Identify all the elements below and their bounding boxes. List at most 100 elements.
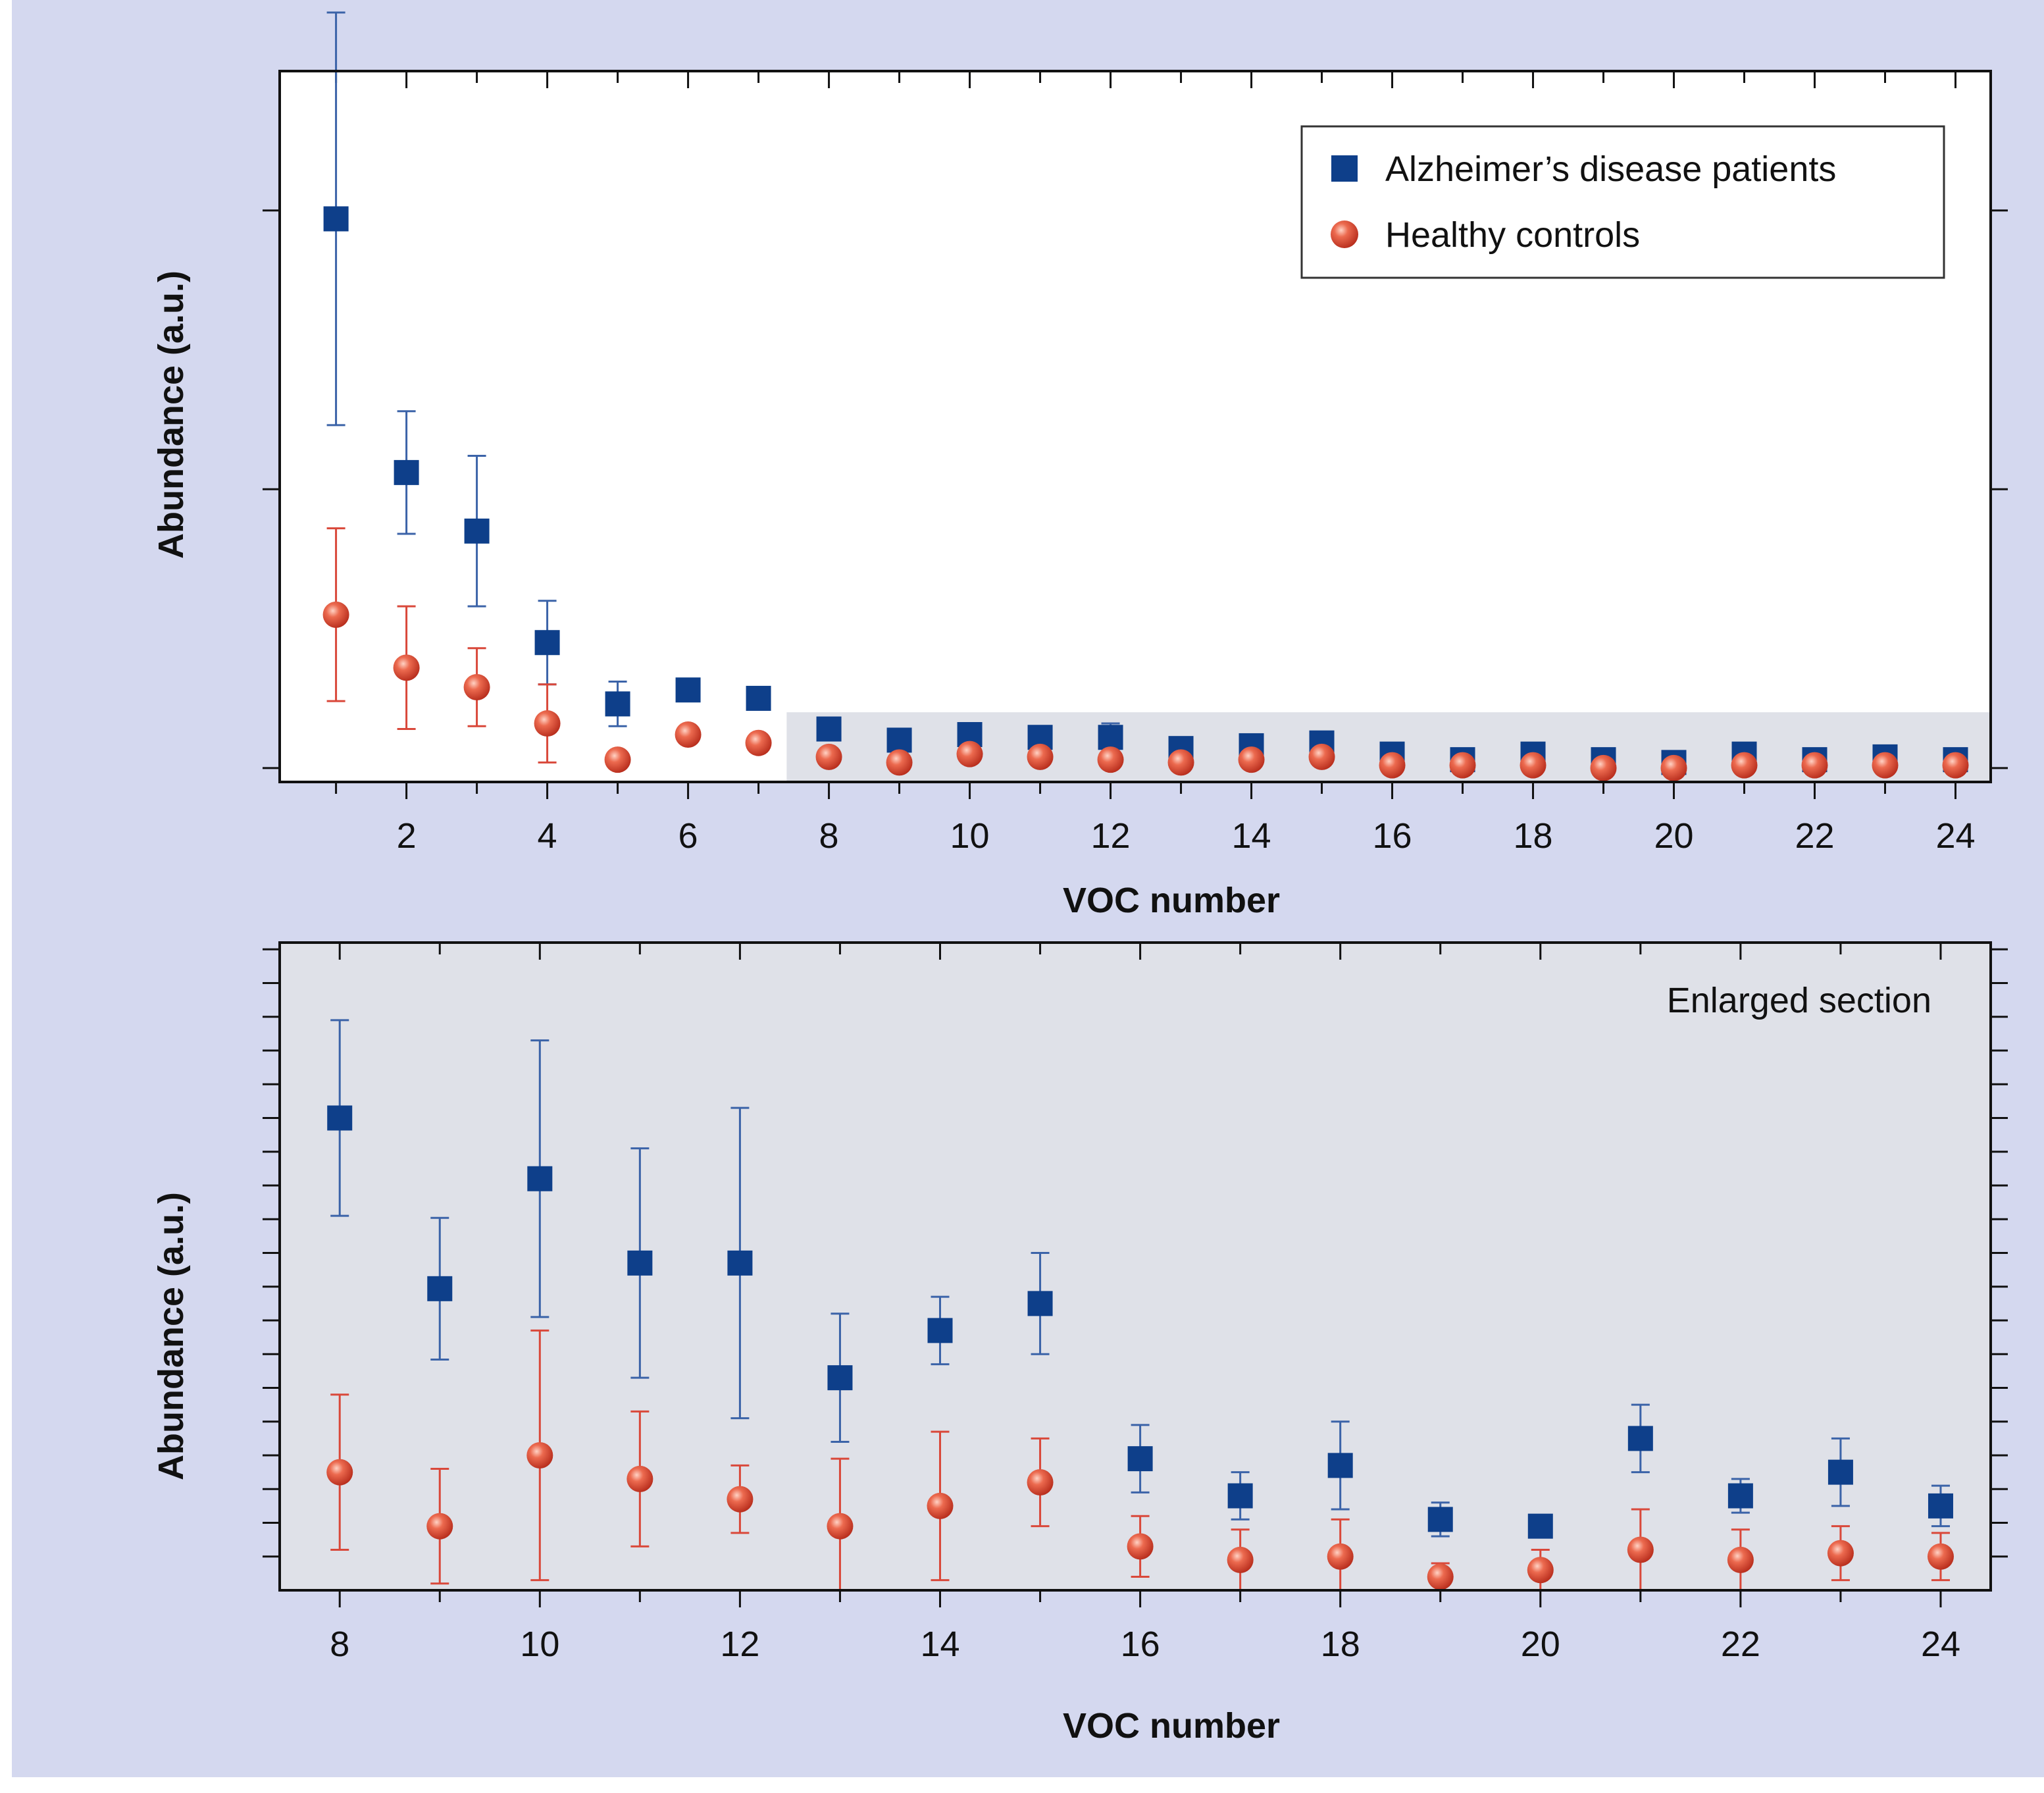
enlarged-section-annotation: Enlarged section (1667, 981, 1931, 1020)
x-tick-label: 8 (330, 1624, 349, 1664)
hc-data-point (1942, 752, 1969, 779)
x-tick-label: 12 (720, 1624, 759, 1664)
hc-data-point (745, 729, 772, 756)
ad-data-point (1227, 1483, 1253, 1509)
hc-data-point (1427, 1563, 1454, 1590)
x-tick-label: 10 (950, 816, 990, 856)
hc-data-point (1520, 752, 1546, 779)
top-plot-frame (278, 70, 1992, 783)
bottom-x-axis-label: VOC number (1063, 1706, 1280, 1746)
ad-data-point (1027, 1291, 1053, 1316)
bottom-y-ticks (263, 948, 2008, 1558)
bottom-markers (326, 1105, 1954, 1590)
x-tick-label: 16 (1372, 816, 1412, 856)
legend-ad-square-icon (1331, 155, 1358, 182)
hc-data-point (526, 1442, 553, 1468)
hc-data-point (463, 674, 490, 700)
bottom-plot-area (280, 943, 1991, 1590)
hc-data-point (426, 1513, 453, 1540)
bottom-y-axis-label: Abundance (a.u.) (151, 1192, 191, 1480)
hc-data-point (1449, 752, 1476, 779)
hc-data-point (956, 741, 983, 767)
ad-data-point (675, 677, 701, 703)
ad-data-point (605, 691, 630, 717)
hc-data-point (1527, 1557, 1554, 1584)
x-tick-label: 14 (1232, 816, 1271, 856)
hc-data-point (827, 1513, 854, 1540)
x-tick-label: 12 (1091, 816, 1131, 856)
ad-data-point (1527, 1513, 1553, 1539)
legend-hc-circle-icon (1331, 221, 1358, 248)
ad-data-point (727, 1250, 753, 1276)
x-tick-label: 18 (1513, 816, 1552, 856)
ad-data-point (427, 1276, 453, 1301)
x-tick-label: 14 (920, 1624, 959, 1664)
top-panel: 2 4 6 8 10 12 14 16 18 20 22 24 VOC number Abundanc… (151, 11, 2008, 920)
ad-data-point (1127, 1446, 1153, 1472)
hc-data-point (1872, 752, 1899, 779)
top-y-ticks (263, 209, 2008, 769)
hc-data-point (886, 749, 913, 776)
hc-data-point (727, 1486, 754, 1513)
legend-hc-label: Healthy controls (1385, 215, 1640, 255)
bottom-x-tick-labels: 8 10 12 14 16 18 20 22 24 (330, 1624, 1960, 1664)
hc-data-point (1027, 743, 1054, 770)
legend-ad-label: Alzheimer’s disease patients (1385, 149, 1836, 189)
ad-data-point (627, 1250, 653, 1276)
ad-data-point (1098, 725, 1123, 750)
hc-data-point (1167, 749, 1194, 776)
top-markers (322, 206, 1969, 781)
hc-data-point (675, 721, 702, 748)
hc-data-point (1801, 752, 1828, 779)
ad-data-point (827, 1365, 853, 1391)
ad-data-point (1928, 1493, 1953, 1519)
x-tick-label: 8 (819, 816, 839, 856)
x-tick-label: 4 (538, 816, 557, 856)
bottom-plot-frame (278, 941, 1992, 1592)
ad-data-point (927, 1318, 953, 1343)
hc-data-point (1127, 1533, 1154, 1560)
top-x-tick-labels: 2 4 6 8 10 12 14 16 18 20 22 24 (397, 816, 1976, 856)
hc-data-point (1097, 746, 1124, 773)
x-tick-label: 2 (397, 816, 417, 856)
legend: Alzheimer’s disease patients Healthy con… (1300, 125, 1945, 279)
top-x-ticks (335, 71, 1957, 799)
hc-data-point (626, 1465, 653, 1492)
hc-data-point (1731, 752, 1758, 779)
hc-data-point (1827, 1540, 1854, 1567)
ad-data-point (1427, 1507, 1453, 1532)
x-tick-label: 10 (520, 1624, 559, 1664)
top-y-axis-label: Abundance (a.u.) (151, 271, 191, 559)
hc-data-point (393, 654, 420, 681)
hc-data-point (534, 710, 561, 737)
x-tick-label: 24 (1935, 816, 1975, 856)
hc-data-point (1238, 746, 1265, 773)
x-tick-label: 20 (1521, 1624, 1560, 1664)
hc-data-point (1227, 1546, 1254, 1573)
hc-data-point (1379, 752, 1406, 779)
x-tick-label: 16 (1121, 1624, 1160, 1664)
x-tick-label: 24 (1921, 1624, 1960, 1664)
hc-data-point (1590, 754, 1617, 781)
x-tick-label: 6 (678, 816, 698, 856)
ad-data-point (394, 459, 419, 485)
x-tick-label: 20 (1654, 816, 1693, 856)
ad-data-point (323, 206, 349, 232)
ad-data-point (746, 685, 771, 711)
ad-data-point (527, 1166, 553, 1191)
ad-data-point (886, 727, 912, 753)
hc-data-point (1660, 754, 1687, 781)
hc-data-point (1027, 1469, 1054, 1495)
x-tick-label: 18 (1321, 1624, 1360, 1664)
ad-data-point (1327, 1453, 1353, 1478)
x-tick-label: 22 (1795, 816, 1834, 856)
hc-data-point (604, 746, 631, 773)
ad-data-point (327, 1105, 353, 1131)
ad-data-point (534, 630, 560, 656)
legend-box (1300, 125, 1945, 279)
hc-data-point (1727, 1546, 1754, 1573)
hc-data-point (927, 1492, 954, 1519)
ad-data-point (1827, 1459, 1853, 1485)
hc-data-point (1327, 1543, 1354, 1570)
